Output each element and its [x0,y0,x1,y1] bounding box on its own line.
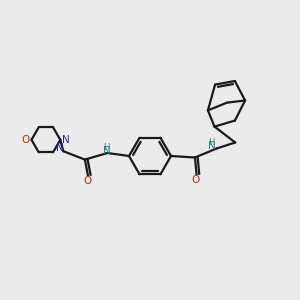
Text: O: O [21,135,30,145]
Text: N: N [103,146,111,156]
Text: N: N [56,142,64,153]
Text: H: H [208,138,215,147]
Text: H: H [103,142,110,152]
Text: O: O [191,175,200,185]
Text: N: N [62,135,70,145]
Text: N: N [208,141,216,151]
Text: O: O [84,176,92,186]
